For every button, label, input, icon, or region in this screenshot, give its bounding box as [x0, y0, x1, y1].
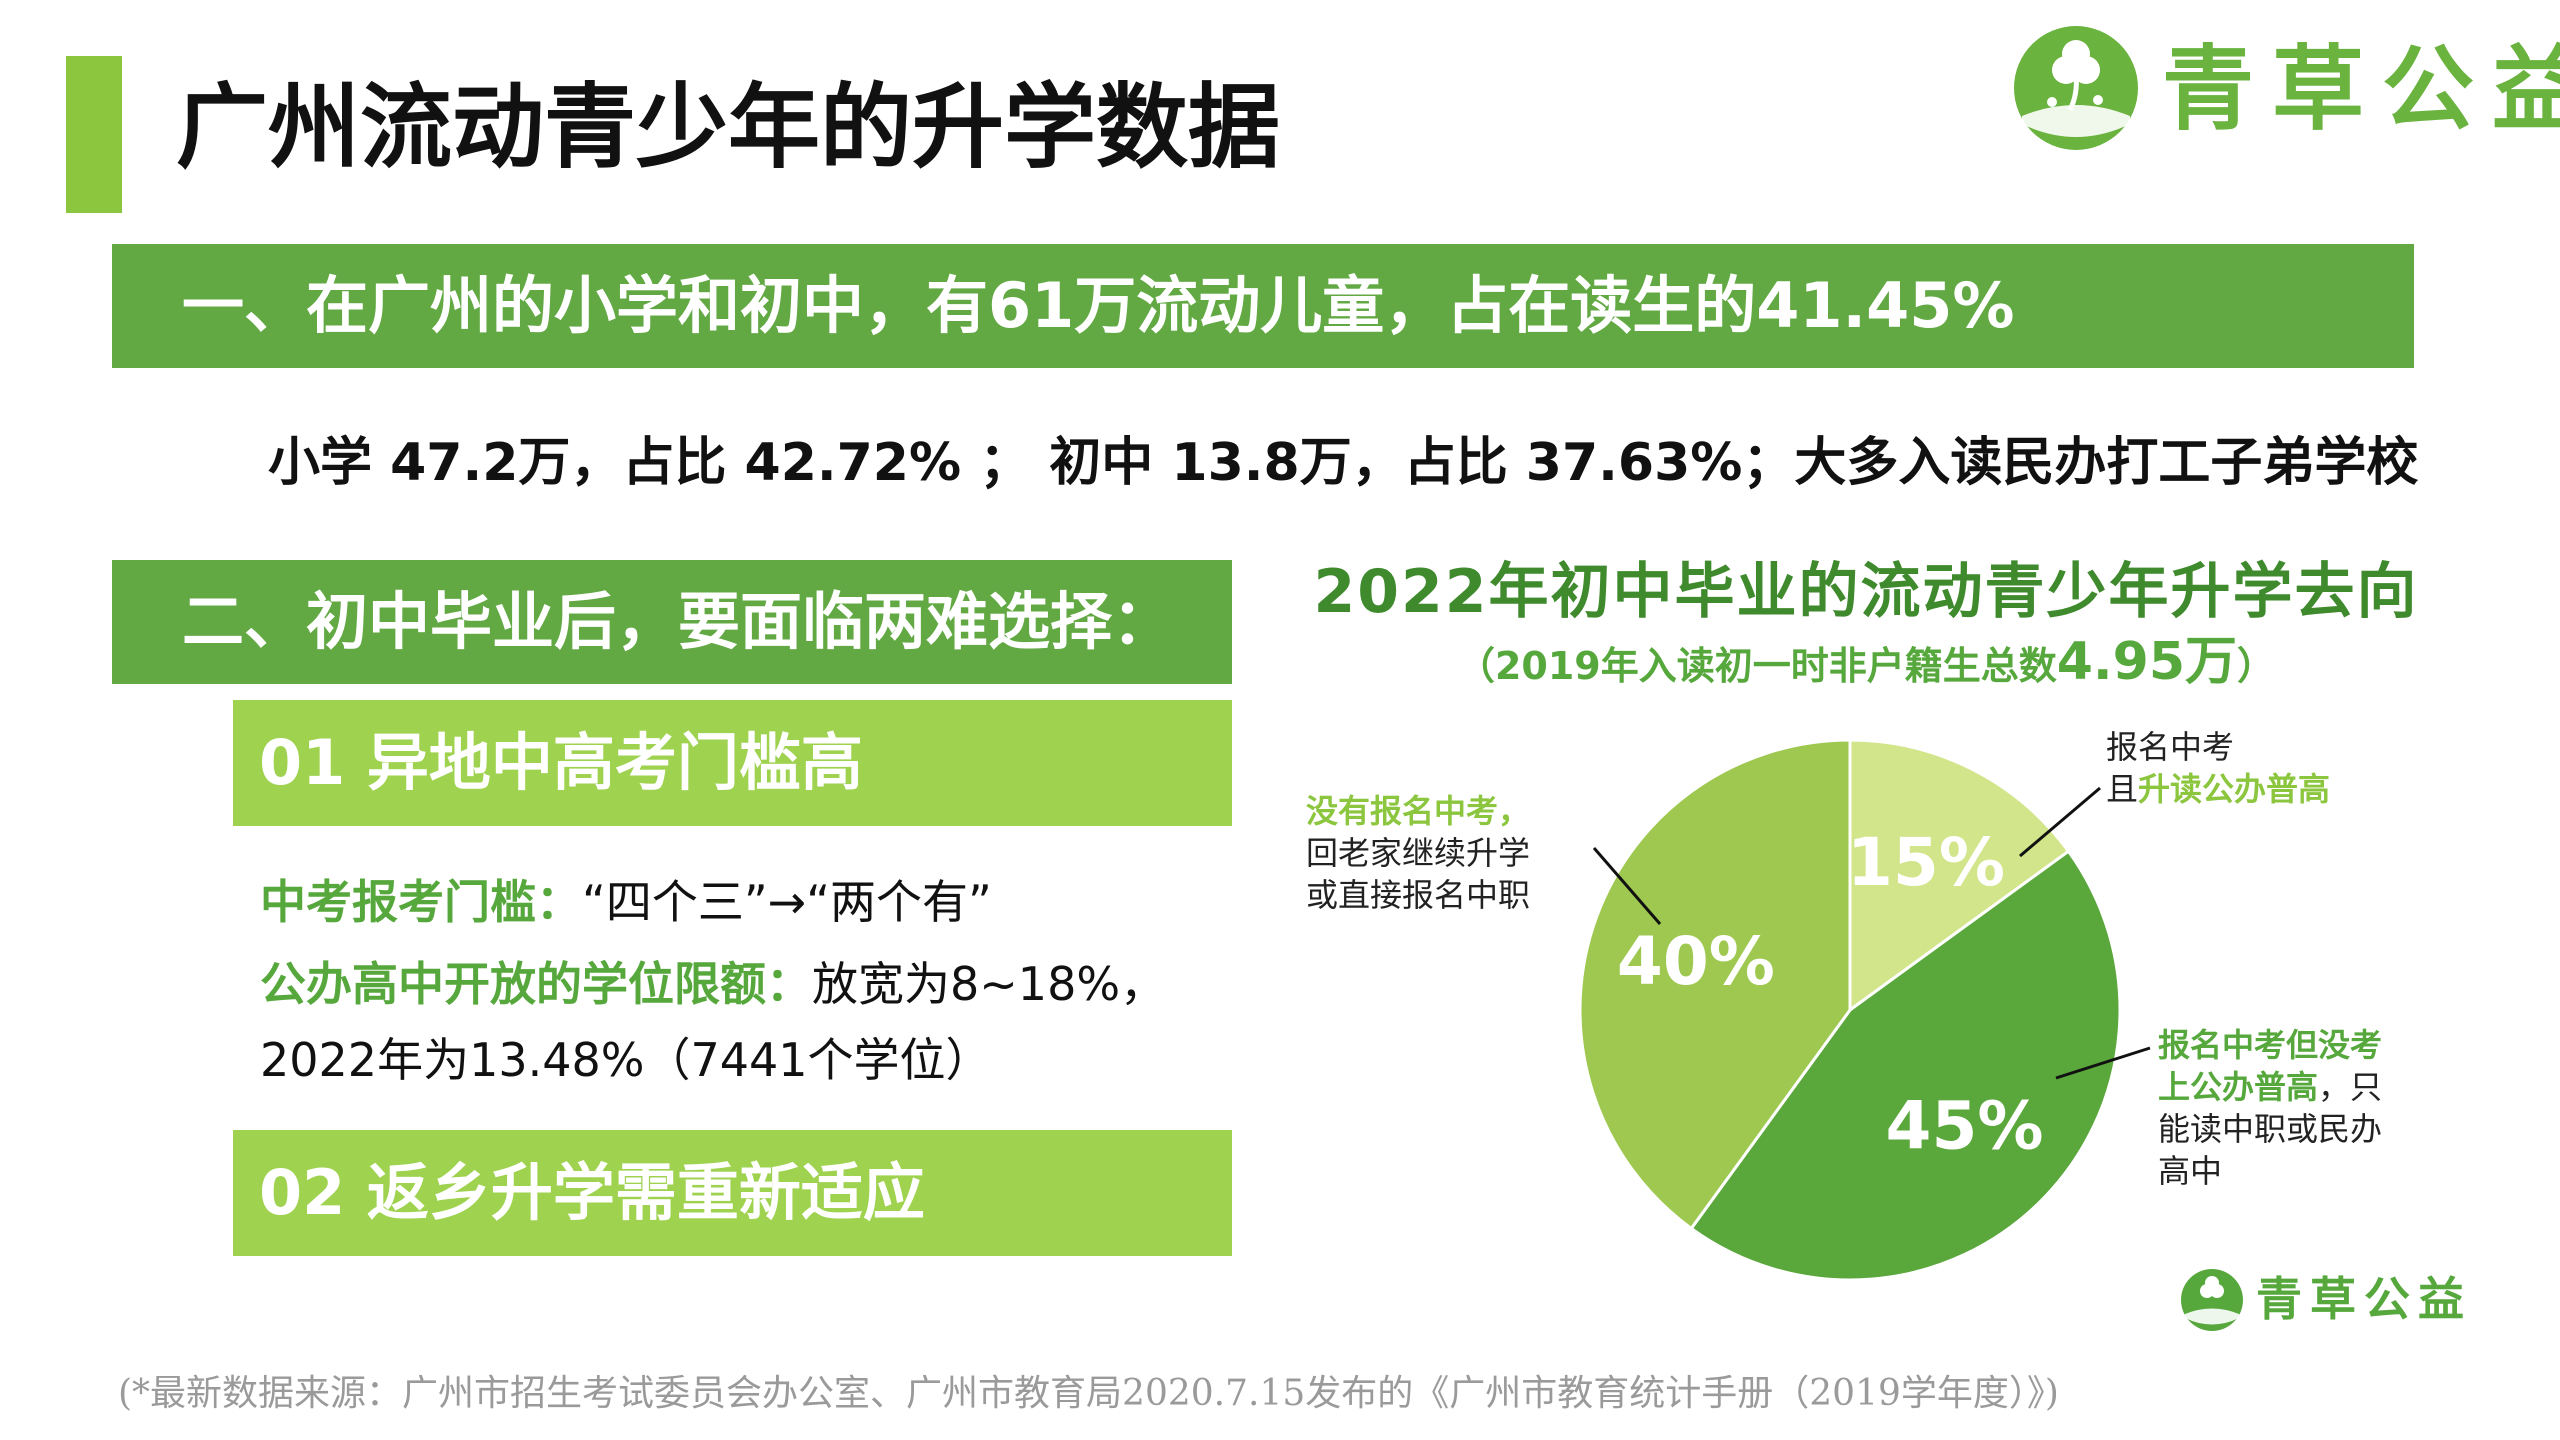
- small-brand-name: 青草公益: [2256, 1272, 2472, 1326]
- annotation-45-suffix: ，只: [2318, 1068, 2383, 1106]
- annotation-45-highlight: 上公办普高: [2158, 1068, 2319, 1106]
- section2-banner: 二、初中毕业后，要面临两难选择：: [112, 560, 1232, 684]
- annotation-40-line2: 回老家继续升学: [1306, 834, 1531, 872]
- item2-title: 02 返乡升学需重新适应: [233, 1130, 1232, 1256]
- page-title: 广州流动青少年的升学数据: [176, 74, 1281, 181]
- chart-title: 2022年初中毕业的流动青少年升学去向: [1313, 557, 2419, 627]
- chart-subtitle: （2019年入读初一时非户籍生总数4.95万）: [1296, 632, 2436, 696]
- pie-slice-45: [1689, 849, 2122, 1282]
- small-brand-logo: 青草公益: [2180, 1268, 2480, 1348]
- title-accent-bar: [66, 56, 122, 213]
- exam-threshold-label: 中考报考门槛：: [260, 875, 582, 929]
- pie-label-40: 40%: [1617, 923, 1775, 1000]
- annotation-15: 报名中考 且升读公办普高: [2106, 726, 2330, 810]
- annotation-45-line3: 能读中职或民办: [2158, 1110, 2383, 1148]
- public-quota-line: 公办高中开放的学位限额：放宽为8~18%，: [260, 948, 1166, 1020]
- annotation-45-line4: 高中: [2158, 1152, 2223, 1190]
- item1-title: 01 异地中高考门槛高: [233, 700, 1232, 826]
- annotation-15-highlight: 升读公办普高: [2138, 770, 2331, 808]
- section1-banner: 一、在广州的小学和初中，有61万流动儿童，占在读生的41.45%: [112, 244, 2414, 368]
- pie-label-15: 15%: [1847, 824, 2005, 901]
- pie-label-45: 45%: [1886, 1088, 2044, 1165]
- brand-logo: 青草公益: [2012, 24, 2560, 164]
- chart-subtitle-suffix: ）: [2237, 644, 2276, 688]
- annotation-45: 报名中考但没考 上公办普高，只 能读中职或民办 高中: [2158, 1024, 2382, 1192]
- chart-subtitle-prefix: （2019年入读初一时非户籍生总数: [1456, 644, 2057, 688]
- source-note: (*最新数据来源：广州市招生考试委员会办公室、广州市教育局2020.7.15发布…: [118, 1373, 2059, 1414]
- chart-subtitle-value: 4.95万: [2056, 632, 2238, 692]
- public-quota-label: 公办高中开放的学位限额：: [260, 957, 812, 1011]
- clover-small-icon: [2181, 1269, 2243, 1331]
- exam-threshold-text: “四个三”→“两个有”: [582, 875, 992, 929]
- clover-logo-icon: [2014, 26, 2138, 150]
- enrollment-stats: 小学 47.2万，占比 42.72% ； 初中 13.8万，占比 37.63%；…: [268, 433, 2419, 493]
- annotation-45-line1: 报名中考但没考: [2158, 1026, 2383, 1064]
- annotation-40-line1: 没有报名中考，: [1306, 792, 1531, 830]
- annotation-40-line3: 或直接报名中职: [1306, 876, 1531, 914]
- pie-chart: 15% 45% 40%: [1578, 738, 2122, 1282]
- exam-threshold-line: 中考报考门槛：“四个三”→“两个有”: [260, 866, 992, 938]
- brand-name: 青草公益: [2162, 35, 2560, 143]
- quota-2022-line: 2022年为13.48%（7441个学位）: [260, 1033, 992, 1087]
- annotation-15-line1: 报名中考: [2106, 728, 2235, 766]
- public-quota-text: 放宽为8~18%，: [812, 957, 1167, 1011]
- annotation-15-prefix: 且: [2106, 770, 2139, 808]
- annotation-40: 没有报名中考， 回老家继续升学 或直接报名中职: [1306, 790, 1530, 916]
